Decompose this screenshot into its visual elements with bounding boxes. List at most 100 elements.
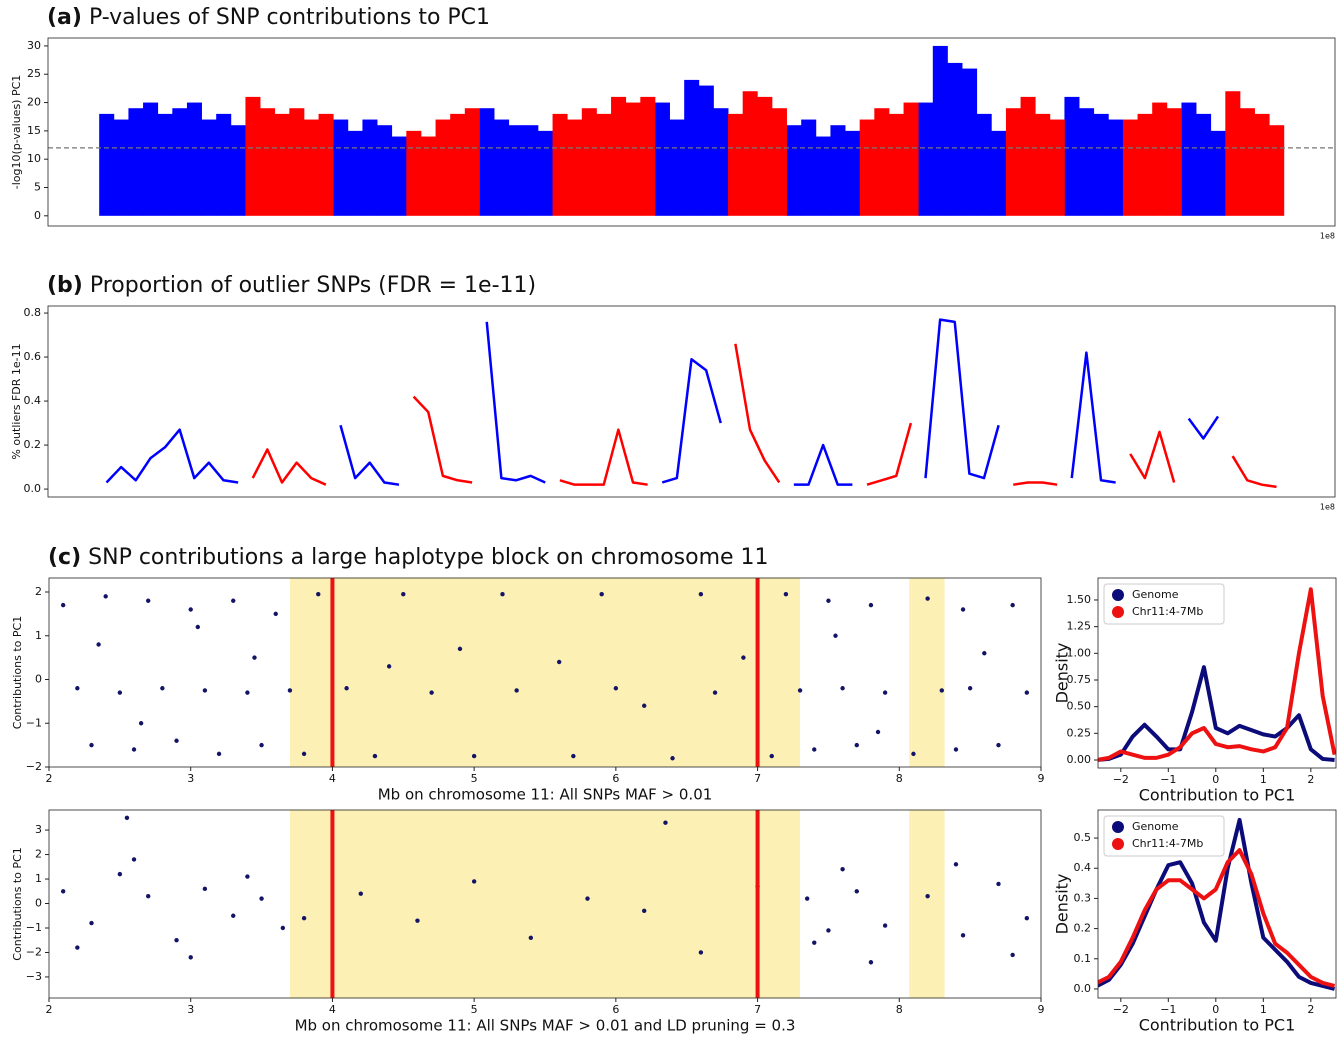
series-line xyxy=(1098,587,1336,762)
y-tick-label: 0.00 xyxy=(1067,753,1092,766)
snp-column xyxy=(874,108,890,216)
snp-column xyxy=(567,119,583,216)
snp-point xyxy=(712,690,718,695)
plot-area xyxy=(60,578,1030,767)
snp-point xyxy=(174,738,179,743)
series-line xyxy=(105,318,1220,486)
y-tick-label: −1 xyxy=(26,716,42,729)
offset-label: 1e8 xyxy=(1320,232,1335,241)
snp-point xyxy=(96,642,101,647)
snp-column xyxy=(728,113,744,216)
snp-point xyxy=(188,607,193,612)
snp-column xyxy=(611,96,627,216)
legend-swatch xyxy=(1112,838,1124,850)
y-tick-label: 0.2 xyxy=(1074,922,1092,935)
snp-column xyxy=(523,125,539,216)
snp-point xyxy=(273,611,278,617)
snp-column xyxy=(815,136,831,216)
snp-point xyxy=(429,690,434,695)
snp-column xyxy=(274,113,290,216)
snp-point xyxy=(195,624,200,630)
snp-column xyxy=(976,113,992,216)
legend-label: Genome xyxy=(1132,820,1179,833)
snp-column xyxy=(991,130,1007,216)
snp-point xyxy=(280,925,286,931)
snp-column xyxy=(1079,108,1095,216)
snp-point xyxy=(146,598,151,603)
snp-point xyxy=(840,867,845,872)
x-tick-label: 5 xyxy=(471,772,478,785)
y-tick-label: 0.4 xyxy=(24,394,42,407)
snp-column xyxy=(918,102,934,216)
y-tick-label: −3 xyxy=(26,970,42,983)
snp-point xyxy=(457,646,463,652)
snp-point xyxy=(514,688,519,693)
snp-point xyxy=(344,686,349,691)
snp-point xyxy=(804,896,810,901)
panel: (c) SNP contributions a large haplotype … xyxy=(11,545,1045,804)
y-axis-label: Density xyxy=(1053,874,1072,935)
snp-point xyxy=(287,688,293,693)
snp-point xyxy=(301,915,307,921)
snp-point xyxy=(868,602,874,608)
y-axis-label: Density xyxy=(1053,643,1072,704)
snp-point xyxy=(960,933,966,938)
snp-column xyxy=(669,119,685,216)
y-tick-label: 0 xyxy=(34,209,41,222)
y-tick-label: 1.25 xyxy=(1067,620,1092,633)
legend-label: Genome xyxy=(1132,588,1179,601)
snp-point xyxy=(854,742,859,748)
snp-point xyxy=(75,945,80,950)
y-tick-label: 2 xyxy=(35,585,42,598)
snp-point xyxy=(202,886,208,892)
snp-point xyxy=(967,686,973,691)
legend-label: Chr11:4-7Mb xyxy=(1132,605,1203,618)
snp-column xyxy=(1166,108,1182,216)
snp-column xyxy=(464,108,480,216)
snp-column xyxy=(347,130,363,216)
snp-point xyxy=(982,651,987,656)
snp-point xyxy=(188,955,193,960)
y-tick-label: 0.0 xyxy=(1074,982,1092,995)
x-tick-label: 4 xyxy=(329,772,336,785)
snp-point xyxy=(925,893,930,899)
x-tick-label: 2 xyxy=(1307,773,1314,786)
plot-area xyxy=(105,318,1277,489)
snp-point xyxy=(117,690,123,695)
panel-label: (a) xyxy=(47,5,82,30)
snp-column xyxy=(845,130,861,216)
snp-column xyxy=(245,96,261,216)
snp-column xyxy=(1137,113,1153,216)
series-line xyxy=(1098,848,1336,988)
snp-column xyxy=(1152,102,1168,216)
snp-column xyxy=(216,113,232,216)
x-tick-label: 1 xyxy=(1260,1003,1267,1016)
snp-column xyxy=(1020,96,1036,216)
panel-title-space xyxy=(83,273,90,298)
snp-column xyxy=(757,96,773,216)
snp-point xyxy=(642,908,647,914)
snp-point xyxy=(663,820,668,825)
snp-column xyxy=(1064,96,1080,216)
y-tick-label: 30 xyxy=(27,39,41,52)
x-tick-label: 2 xyxy=(1307,1003,1314,1016)
y-tick-label: 0.2 xyxy=(24,438,42,451)
snp-point xyxy=(245,874,250,879)
legend-box xyxy=(1103,583,1225,625)
snp-column xyxy=(742,91,758,216)
snp-column xyxy=(406,130,422,216)
panel: −3 −2 −1 0 1 2 3 2 3 4 5 6 7 8 9 Contributions to PC1 Mb… xyxy=(11,809,1045,1035)
snp-point xyxy=(585,896,590,901)
snp-column xyxy=(537,130,553,216)
series-line xyxy=(251,343,1277,489)
snp-column xyxy=(508,125,524,216)
snp-column xyxy=(260,108,276,216)
y-tick-label: 0.3 xyxy=(1074,891,1092,904)
y-tick-label: −1 xyxy=(26,921,42,934)
x-tick-label: 1 xyxy=(1260,773,1267,786)
panel-title-space xyxy=(82,5,89,30)
snp-column xyxy=(1210,130,1226,216)
y-tick-label: 20 xyxy=(27,96,41,109)
plot-area xyxy=(1098,817,1336,991)
